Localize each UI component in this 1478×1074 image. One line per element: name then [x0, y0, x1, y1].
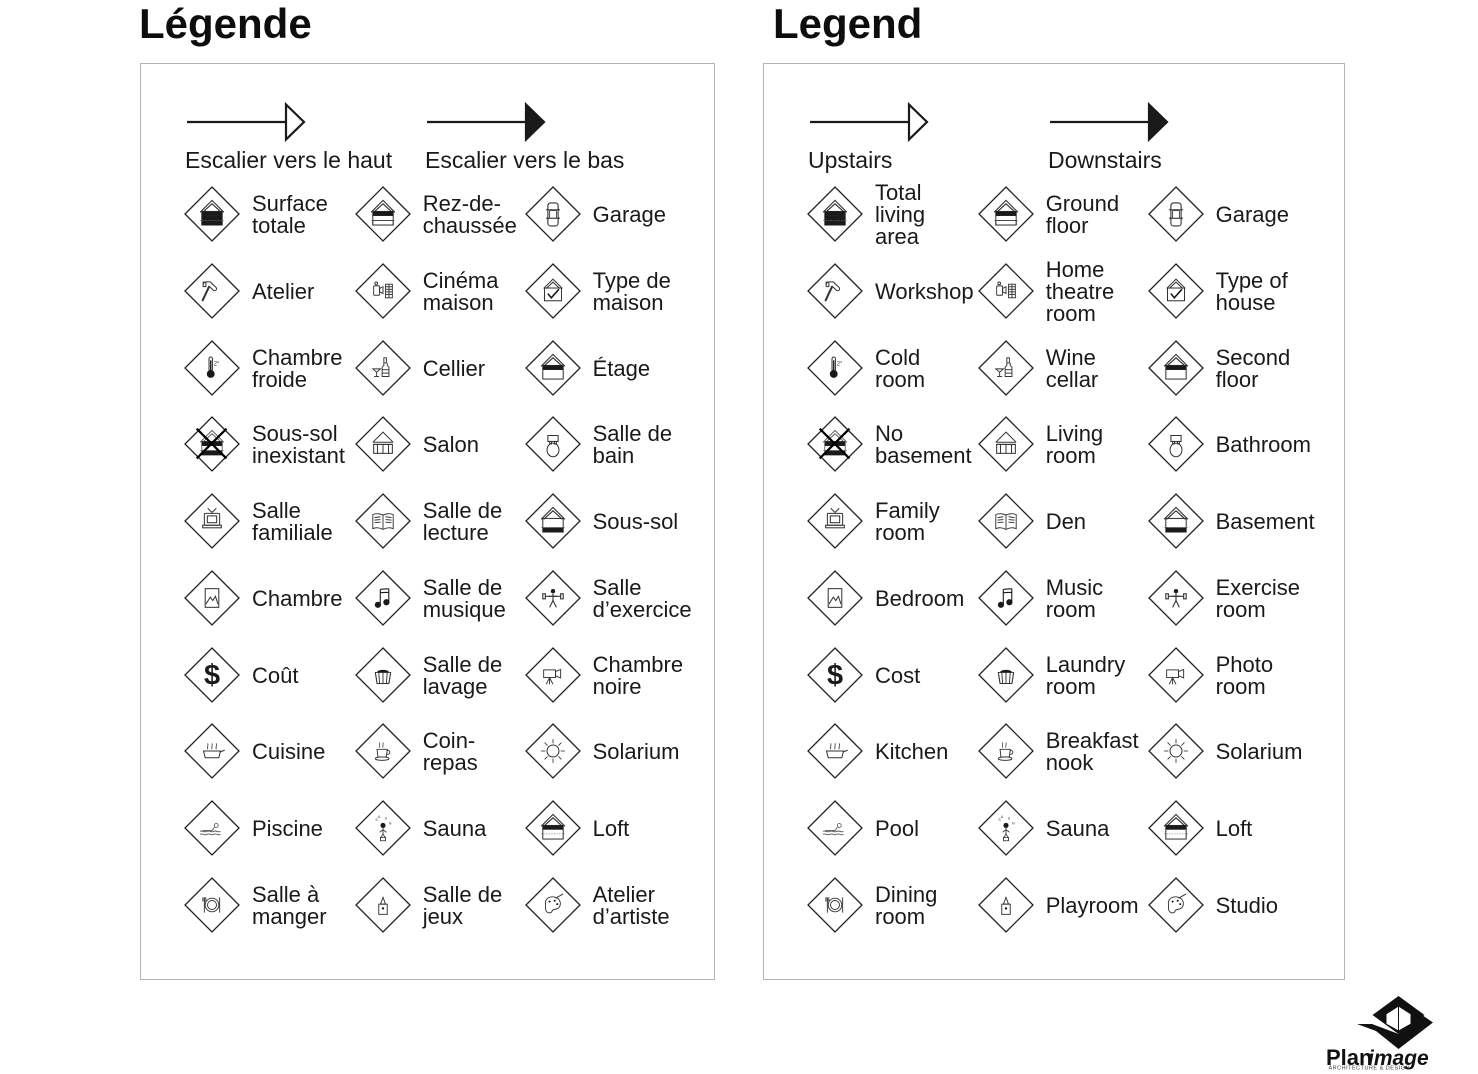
svg-text:2°: 2° [214, 361, 220, 367]
svg-text:A: A [1001, 815, 1004, 819]
svg-text:2°: 2° [837, 361, 843, 367]
svg-text:$: $ [827, 659, 843, 691]
svg-text:N: N [389, 821, 392, 825]
svg-text:N: N [1012, 821, 1015, 825]
svg-text:$: $ [204, 659, 220, 691]
svg-text:U: U [384, 816, 387, 820]
svg-text:A: A [378, 815, 381, 819]
svg-text:U: U [1007, 816, 1010, 820]
svg-text:ARCHITECTURE & DESIGN: ARCHITECTURE & DESIGN [1329, 1066, 1410, 1071]
